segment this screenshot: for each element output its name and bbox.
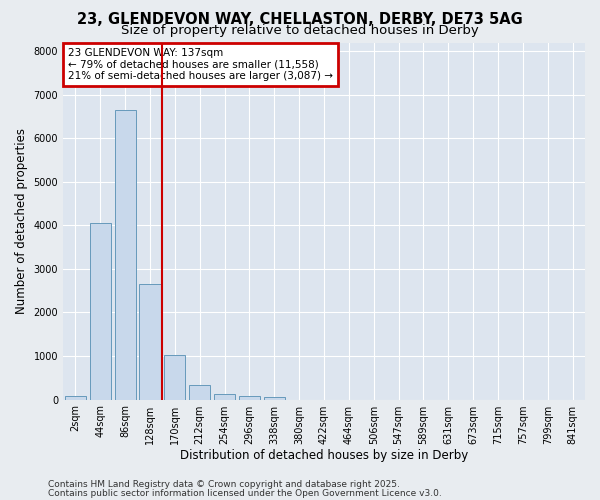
Text: 23, GLENDEVON WAY, CHELLASTON, DERBY, DE73 5AG: 23, GLENDEVON WAY, CHELLASTON, DERBY, DE… [77,12,523,26]
Bar [65,396,86,400]
Bar [139,284,161,400]
Text: Contains public sector information licensed under the Open Government Licence v3: Contains public sector information licen… [48,488,442,498]
Bar [189,385,211,400]
Bar [164,355,185,400]
Bar [90,223,111,400]
Bar [239,396,260,400]
Text: Size of property relative to detached houses in Derby: Size of property relative to detached ho… [121,24,479,37]
X-axis label: Distribution of detached houses by size in Derby: Distribution of detached houses by size … [180,450,468,462]
Bar [264,397,285,400]
Bar [214,394,235,400]
Text: 23 GLENDEVON WAY: 137sqm
← 79% of detached houses are smaller (11,558)
21% of se: 23 GLENDEVON WAY: 137sqm ← 79% of detach… [68,48,333,81]
Bar [115,110,136,400]
Text: Contains HM Land Registry data © Crown copyright and database right 2025.: Contains HM Land Registry data © Crown c… [48,480,400,489]
Y-axis label: Number of detached properties: Number of detached properties [15,128,28,314]
